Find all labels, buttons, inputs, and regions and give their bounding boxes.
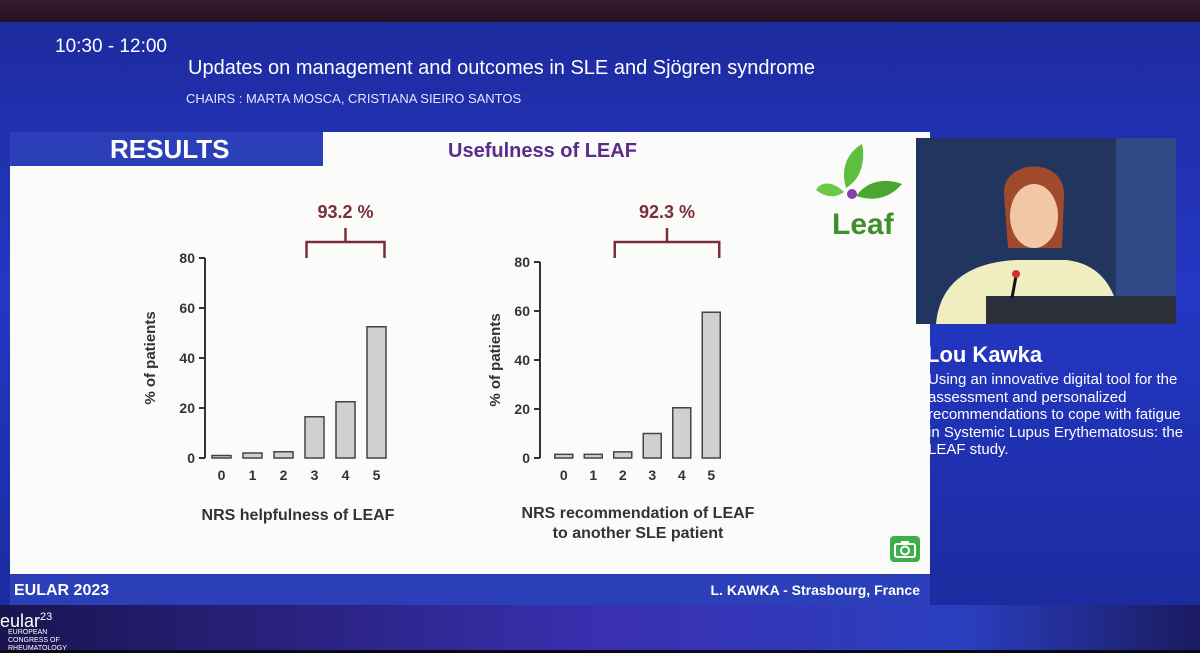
x-tick-label: 3 (648, 467, 656, 483)
stage-top-band (0, 0, 1200, 22)
eular-subtitle: EUROPEAN CONGRESS OF RHEUMATOLOGY (8, 629, 67, 653)
y-axis-label: % of patients (487, 313, 504, 406)
camera-icon (890, 536, 920, 562)
x-tick-label: 1 (589, 467, 597, 483)
x-tick-label: 3 (311, 467, 319, 483)
session-chairs: CHAIRS : MARTA MOSCA, CRISTIANA SIEIRO S… (186, 91, 522, 106)
x-axis-label: to another SLE patient (553, 525, 724, 542)
x-tick-label: 1 (249, 467, 257, 483)
y-axis-label: % of patients (142, 311, 159, 404)
y-tick-label: 20 (514, 401, 530, 417)
eular-logo: eular23 (0, 611, 52, 632)
eular-logo-text: eular (0, 611, 41, 631)
bar (366, 326, 387, 459)
leaf-logo-text: Leaf (832, 208, 895, 241)
lectern (986, 296, 1176, 324)
slide-footer: EULAR 2023 L. KAWKA - Strasbourg, France (10, 574, 930, 608)
bar (583, 453, 603, 459)
speaker-face (1010, 184, 1058, 248)
y-tick-label: 40 (179, 350, 195, 366)
leaf-shape-top (843, 144, 864, 188)
eular-logo-year: 23 (40, 611, 53, 623)
x-axis-label: NRS recommendation of LEAF (522, 505, 755, 522)
stage-bottom-band (0, 605, 1200, 650)
bar (701, 311, 721, 459)
bar (211, 454, 232, 459)
eular-subtitle-line: CONGRESS OF (8, 637, 60, 644)
speaker-talk-title: Using an innovative digital tool for the… (928, 371, 1184, 458)
annotation-bracket (613, 228, 721, 258)
y-tick-label: 60 (179, 300, 195, 316)
leaf-shape-right (856, 180, 902, 199)
bar (613, 451, 633, 459)
x-tick-label: 5 (707, 467, 715, 483)
x-tick-label: 0 (218, 467, 226, 483)
speaker-name: Lou Kawka (926, 342, 1043, 367)
y-tick-label: 40 (514, 352, 530, 368)
speaker-video (916, 138, 1176, 324)
eular-subtitle-line: RHEUMATOLOGY (8, 645, 67, 652)
y-tick-label: 20 (179, 400, 195, 416)
x-tick-label: 2 (280, 467, 288, 483)
session-time: 10:30 - 12:00 (55, 36, 167, 57)
bar (335, 401, 356, 459)
bar (554, 453, 574, 459)
footer-author: L. KAWKA - Strasbourg, France (710, 582, 920, 598)
leaf-shape-left (816, 183, 844, 197)
bar (642, 432, 662, 459)
y-tick-label: 0 (187, 450, 195, 466)
x-tick-label: 4 (678, 467, 686, 483)
y-tick-label: 60 (514, 303, 530, 319)
annotation-label: 92.3 % (639, 202, 695, 222)
leaf-dot (847, 189, 857, 199)
bar (242, 452, 263, 459)
x-tick-label: 4 (342, 467, 350, 483)
annotation-label: 93.2 % (317, 202, 373, 222)
bar (273, 451, 294, 459)
eular-subtitle-line: EUROPEAN (8, 629, 48, 636)
footer-event: EULAR 2023 (14, 582, 110, 599)
bar (672, 407, 692, 459)
annotation-bracket (305, 228, 386, 258)
x-axis-label: NRS helpfulness of LEAF (202, 507, 395, 524)
x-tick-label: 0 (560, 467, 568, 483)
x-tick-label: 5 (373, 467, 381, 483)
leaf-logo: Leaf (816, 144, 902, 241)
y-tick-label: 0 (522, 450, 530, 466)
bar (304, 416, 325, 459)
microphone (1010, 275, 1018, 299)
results-tab: RESULTS (10, 132, 323, 166)
y-tick-label: 80 (179, 250, 195, 266)
x-tick-label: 2 (619, 467, 627, 483)
y-tick-label: 80 (514, 254, 530, 270)
session-title: Updates on management and outcomes in SL… (188, 57, 816, 79)
slide-title: Usefulness of LEAF (448, 140, 637, 162)
slide: RESULTS Usefulness of LEAF 0 20 40 60 80% of… (10, 132, 930, 608)
